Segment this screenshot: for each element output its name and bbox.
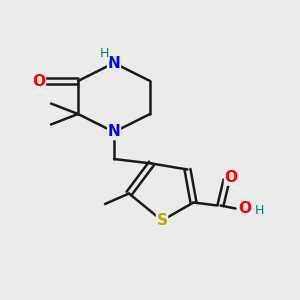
Text: S: S bbox=[157, 213, 167, 228]
Text: N: N bbox=[108, 124, 120, 140]
Text: N: N bbox=[108, 56, 120, 70]
Text: H: H bbox=[255, 203, 264, 217]
Text: O: O bbox=[238, 201, 251, 216]
Text: H: H bbox=[100, 47, 109, 61]
Text: O: O bbox=[224, 170, 238, 185]
Text: O: O bbox=[32, 74, 46, 88]
